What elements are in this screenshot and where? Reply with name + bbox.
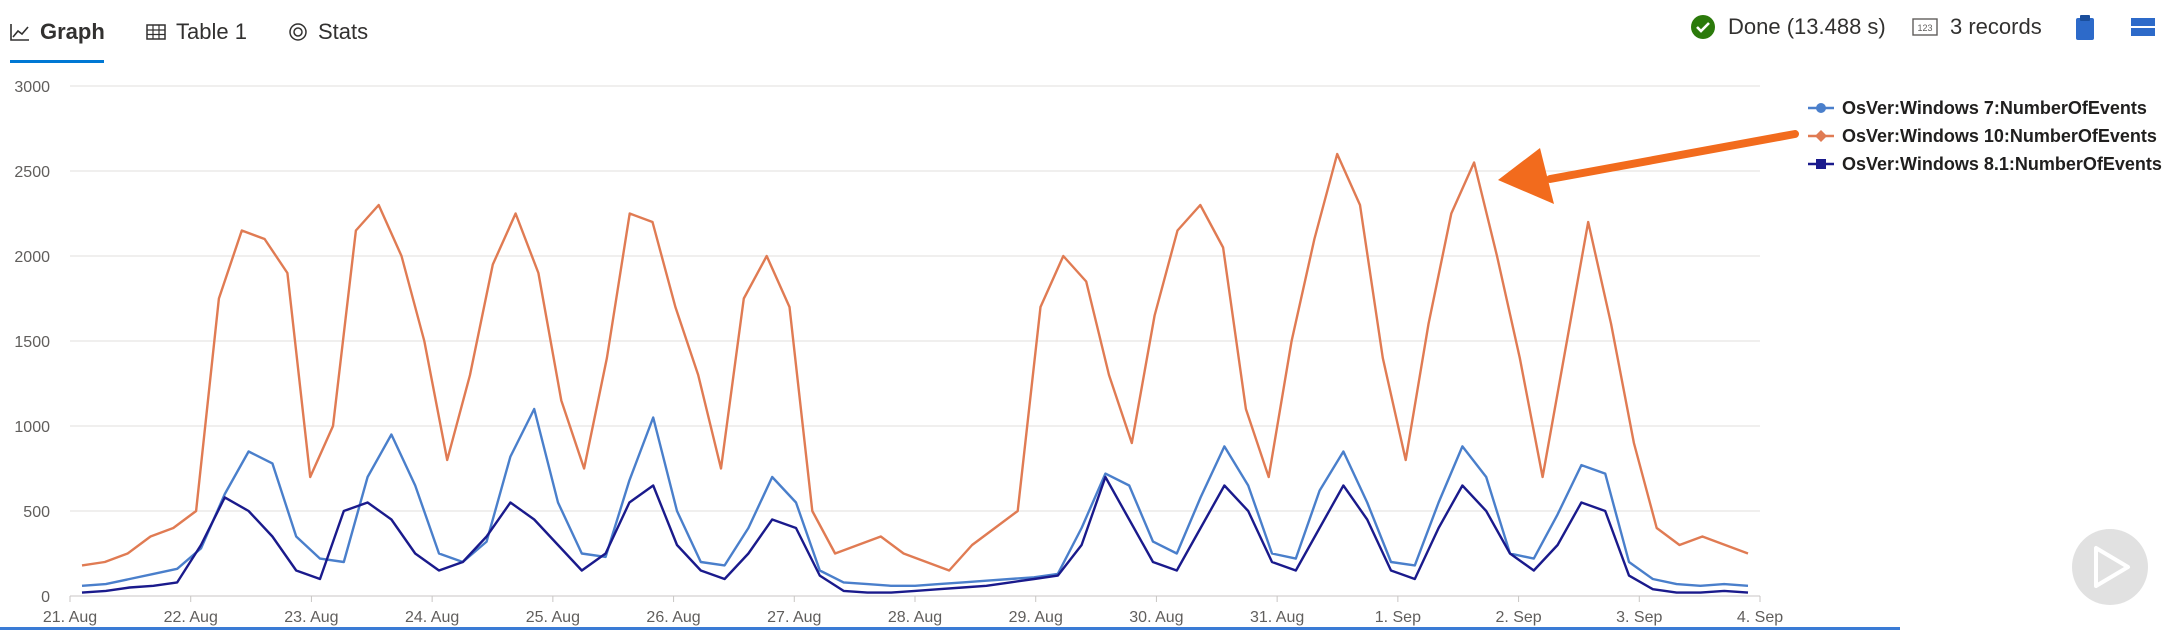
legend-marker xyxy=(1816,103,1826,113)
x-tick-label: 1. Sep xyxy=(1375,609,1421,626)
check-circle-icon xyxy=(1690,14,1716,40)
tab-table-1-label: Table 1 xyxy=(176,19,247,44)
x-tick-label: 21. Aug xyxy=(43,609,97,626)
x-tick-label: 3. Sep xyxy=(1616,609,1662,626)
x-tick-label: 26. Aug xyxy=(646,609,700,626)
play-button-bg xyxy=(2072,529,2148,605)
tab-stats-label: Stats xyxy=(318,19,369,44)
x-tick-label: 23. Aug xyxy=(284,609,338,626)
y-tick-label: 2000 xyxy=(14,249,50,266)
records-count-text: 3 records xyxy=(1950,14,2042,39)
y-tick-label: 1500 xyxy=(14,334,50,351)
records-count: 123 3 records xyxy=(1912,12,2042,42)
tab-stats[interactable]: Stats xyxy=(288,10,368,54)
x-tick-label: 22. Aug xyxy=(164,609,218,626)
play-icon xyxy=(2094,546,2130,588)
tab-graph-label: Graph xyxy=(40,19,105,44)
stats-icon xyxy=(288,22,308,42)
legend-marker xyxy=(1815,130,1827,142)
arrow-pointer-icon xyxy=(1546,130,1799,183)
results-toolbar: Graph Table 1 Stats Done (13.488 s) 123 … xyxy=(0,0,2165,64)
series-line xyxy=(81,475,1749,594)
x-tick-label: 29. Aug xyxy=(1009,609,1063,626)
series-line xyxy=(81,407,1749,587)
arrow-pointer-head xyxy=(1498,148,1554,204)
x-tick-label: 2. Sep xyxy=(1495,609,1541,626)
legend-marker xyxy=(1816,159,1826,169)
x-tick-label: 24. Aug xyxy=(405,609,459,626)
done-status-text: Done (13.488 s) xyxy=(1728,14,1886,39)
y-tick-label: 2500 xyxy=(14,164,50,181)
svg-text:123: 123 xyxy=(1917,23,1932,33)
query-status: Done (13.488 s) xyxy=(1690,12,1886,42)
time-series-chart: 0 500 1000 1500 2000 2500 3000 21. Aug 22. Aug 23… xyxy=(14,79,2162,626)
series-line xyxy=(81,152,1749,572)
y-tick-label: 500 xyxy=(23,504,50,521)
active-tab-indicator xyxy=(10,60,104,63)
y-tick-label: 0 xyxy=(41,589,50,606)
x-tick-label: 27. Aug xyxy=(767,609,821,626)
legend-item[interactable]: OsVer:Windows 8.1:NumberOfEvents xyxy=(1808,154,2162,174)
legend-label: OsVer:Windows 8.1:NumberOfEvents xyxy=(1842,154,2162,174)
hamburger-menu-icon xyxy=(2130,15,2156,39)
legend-item[interactable]: OsVer:Windows 10:NumberOfEvents xyxy=(1808,126,2157,146)
clipboard-icon xyxy=(2074,13,2096,41)
x-tick-label: 30. Aug xyxy=(1129,609,1183,626)
copy-button[interactable] xyxy=(2074,12,2108,42)
y-tick-label: 1000 xyxy=(14,419,50,436)
table-icon xyxy=(146,23,166,41)
tab-table-1[interactable]: Table 1 xyxy=(146,10,247,54)
legend-label: OsVer:Windows 7:NumberOfEvents xyxy=(1842,98,2147,118)
x-tick-label: 31. Aug xyxy=(1250,609,1304,626)
horizontal-scrollbar[interactable] xyxy=(0,627,1900,630)
records-icon: 123 xyxy=(1912,18,1938,36)
line-chart-icon xyxy=(10,23,30,41)
menu-button[interactable] xyxy=(2130,12,2165,42)
graph-panel: 0 500 1000 1500 2000 2500 3000 21. Aug 22. Aug 23… xyxy=(0,64,2165,637)
play-button[interactable] xyxy=(2072,529,2148,605)
legend-label: OsVer:Windows 10:NumberOfEvents xyxy=(1842,126,2157,146)
x-tick-label: 25. Aug xyxy=(526,609,580,626)
x-tick-label: 28. Aug xyxy=(888,609,942,626)
legend-item[interactable]: OsVer:Windows 7:NumberOfEvents xyxy=(1808,98,2147,118)
tab-graph[interactable]: Graph xyxy=(10,10,105,54)
x-tick-label: 4. Sep xyxy=(1737,609,1783,626)
y-tick-label: 3000 xyxy=(14,79,50,96)
